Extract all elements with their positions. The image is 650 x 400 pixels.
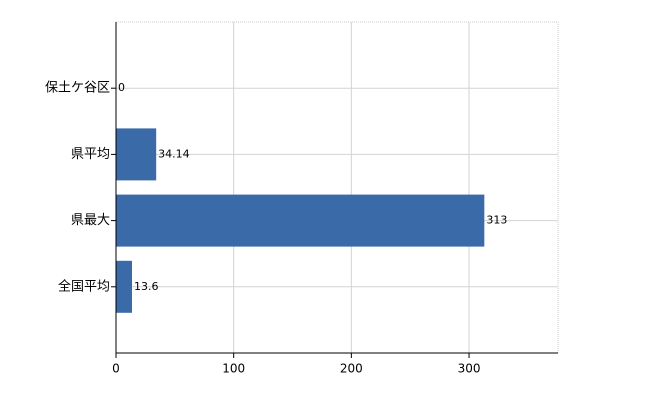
y-tick-label: 県平均 [71,147,110,162]
y-tick-label: 県最大 [71,213,110,228]
y-tick-label: 全国平均 [58,278,110,294]
x-tick-label: 300 [458,362,481,376]
bar [116,260,133,313]
x-tick-label: 200 [340,362,363,376]
value-label: 313 [486,214,507,227]
y-tick-label: 保土ケ谷区 [45,81,110,96]
bar [116,194,485,247]
bar [116,128,157,181]
x-tick-label: 0 [112,362,120,376]
value-label: 13.6 [134,280,159,293]
x-tick-label: 100 [222,362,245,376]
value-label: 34.14 [158,147,190,160]
value-label: 0 [118,81,125,94]
